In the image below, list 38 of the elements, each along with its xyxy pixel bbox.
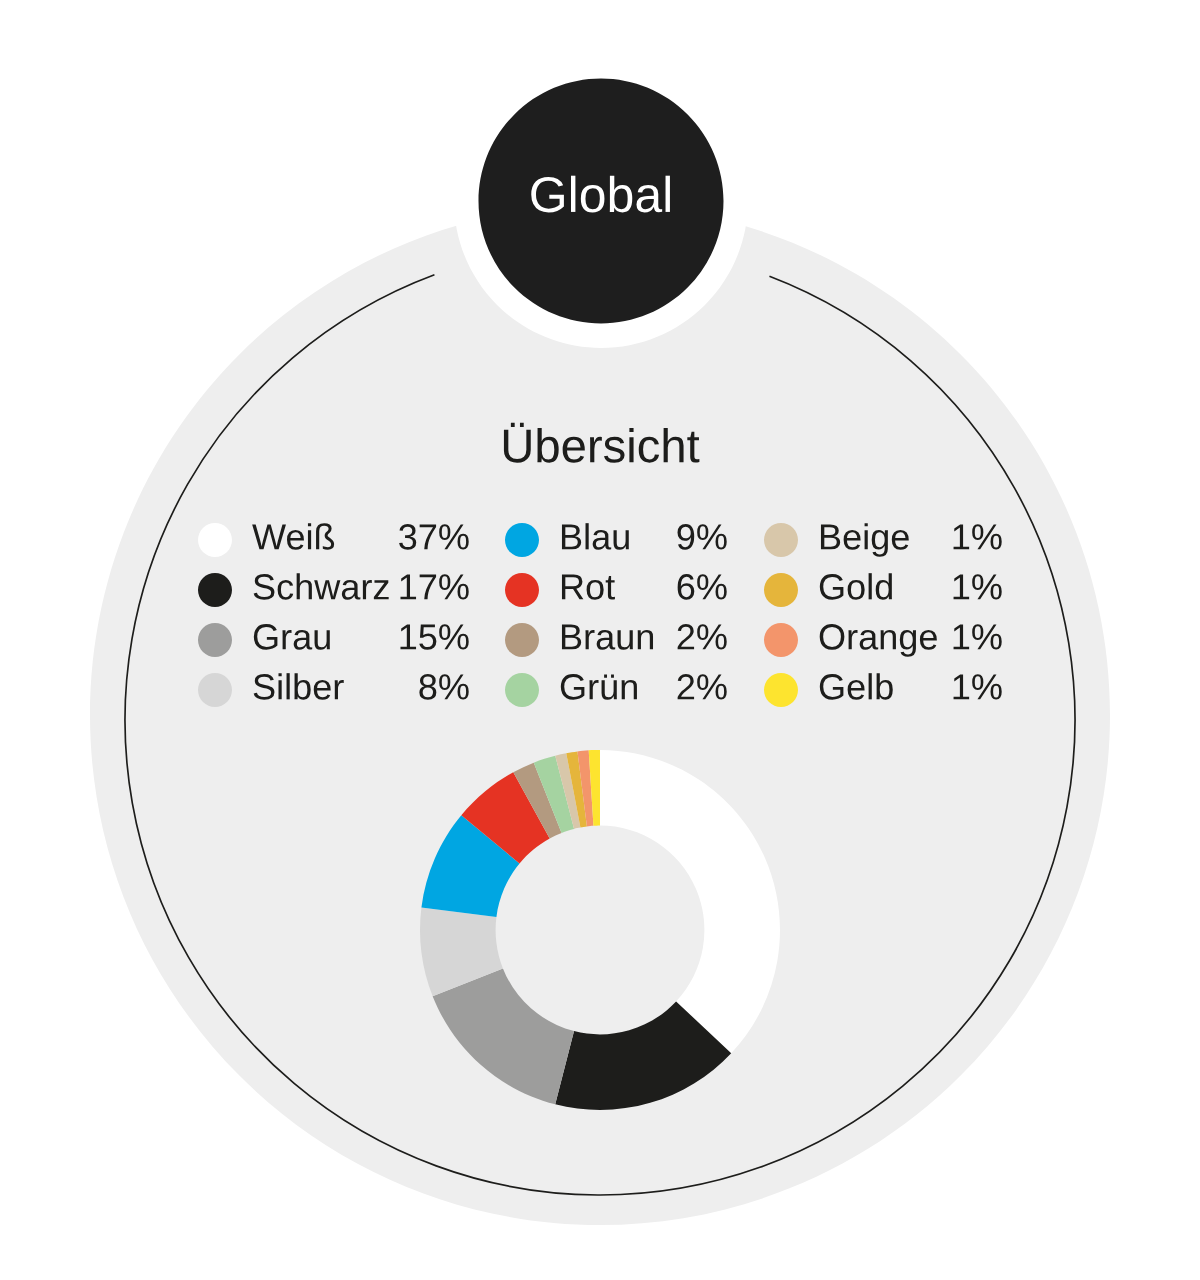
- chart-title: Global: [531, 175, 670, 213]
- data-label: 1%: [953, 624, 1002, 650]
- legend-label: Grau: [253, 624, 330, 650]
- data-label: 1%: [953, 574, 1002, 600]
- data-label: 2%: [677, 624, 727, 650]
- donut-slice: [533, 755, 575, 833]
- legend-label: Silber: [253, 673, 344, 700]
- legend-label: Orange: [819, 624, 937, 657]
- data-label: 17%: [400, 574, 469, 600]
- legend-label: Weiß: [252, 523, 335, 550]
- legend-label: Grün: [560, 674, 637, 700]
- data-label: 37%: [399, 524, 469, 550]
- legend-label: Gold: [819, 573, 892, 600]
- data-label: 2%: [677, 674, 727, 700]
- chart-subtitle: Übersicht: [503, 422, 700, 463]
- data-label: 1%: [953, 524, 1002, 550]
- donut-slice: [577, 750, 594, 827]
- donut-slice: [555, 1001, 732, 1110]
- donut-slice: [461, 772, 550, 864]
- legend-label: Beige: [820, 523, 909, 557]
- legend-label: Braun: [561, 624, 654, 650]
- legend-label: Gelb: [819, 673, 893, 700]
- data-label: 1%: [953, 674, 1002, 700]
- donut-slice: [421, 815, 520, 917]
- legend-label: Schwarz: [253, 573, 389, 600]
- donut-slice: [588, 750, 600, 826]
- donut-slice: [432, 968, 575, 1105]
- donut-slice: [513, 762, 562, 839]
- donut-slice: [600, 750, 780, 1054]
- data-label: 9%: [677, 524, 727, 550]
- donut-slice: [420, 907, 503, 997]
- donut-slice: [555, 753, 581, 829]
- data-label: 6%: [677, 574, 727, 600]
- donut-slice: [566, 751, 587, 828]
- data-label: 8%: [419, 674, 469, 700]
- legend-label: Rot: [561, 574, 615, 600]
- data-label: 15%: [400, 624, 469, 650]
- legend-label: Blau: [561, 523, 629, 550]
